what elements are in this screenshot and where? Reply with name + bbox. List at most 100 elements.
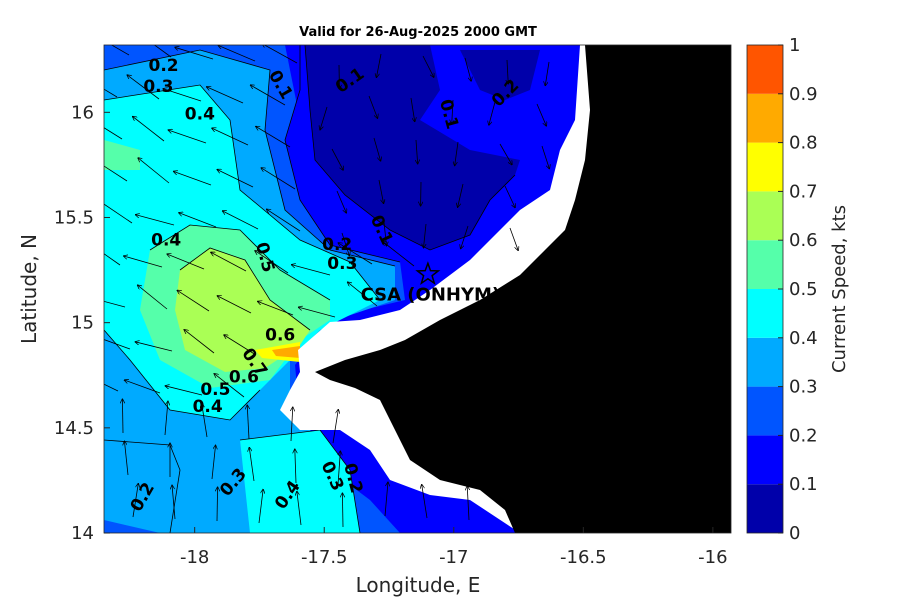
contour-label: 0.3 [143,77,173,97]
colorbar-tick-label: 0.5 [789,279,818,300]
colorbar-segment [747,191,783,241]
current-arrow [214,374,245,398]
colorbar-segment [747,386,783,436]
y-tick-label: 14.5 [54,418,94,439]
current-arrow [206,87,244,104]
current-arrow [124,380,161,394]
y-axis-label: Latitude, N [17,234,41,344]
current-arrow [342,493,343,528]
current-arrow [164,401,168,436]
current-arrow [422,55,434,77]
contour-label: 0.4 [151,231,181,251]
y-tick-label: 14 [71,523,94,544]
current-arrow [124,441,129,476]
colorbar-tick-label: 0.8 [789,133,818,154]
current-arrow [458,183,464,207]
colorbar: 0 0.1 0.2 0.3 0.4 0.5 0.6 0.7 0.8 0.9 1 [746,35,818,544]
current-arrow [384,482,388,517]
current-arrow [110,45,130,56]
current-arrow [104,127,123,140]
colorbar-tick-label: 0.1 [789,474,818,495]
current-arrow [217,487,218,522]
current-arrow [291,265,331,276]
current-arrow [132,483,138,518]
current-arrow [184,330,215,354]
contour-lines [104,45,516,533]
current-arrow [452,99,453,124]
x-tick-label: -17.5 [301,547,348,568]
current-arrow [382,241,415,267]
star-icon [415,261,441,286]
current-arrow [212,128,249,146]
current-arrow [211,445,216,480]
x-axis-label: Longitude, E [356,573,481,597]
x-tick-label: -17 [439,547,468,568]
current-arrow [132,116,165,142]
current-arrow [165,386,203,396]
current-arrow [250,85,286,106]
current-arrow [168,130,207,144]
band-0.6 [175,248,310,372]
colorbar-label: Current Speed, kts [829,205,850,373]
colorbar-tick-label: 1 [789,35,800,56]
current-arrow [138,158,170,184]
current-arrow [173,171,212,186]
contour-label: 0.6 [229,367,259,387]
x-axis: -18 -17.5 -17 -16.5 -16 [180,527,728,568]
current-arrow [224,335,257,356]
current-arrow [179,213,217,228]
current-arrow [163,89,202,102]
contour-label: 0.4 [185,104,215,124]
contour-label: 0.3 [327,254,357,274]
chart-title: Valid for 26-Aug-2025 2000 GMT [299,25,537,40]
current-arrow [266,209,301,232]
current-arrow [347,282,378,307]
current-arrow [373,137,381,161]
colorbar-tick-label: 0.9 [789,84,818,105]
map-area: 0.20.30.40.1 0.10.10.20.10.20.30.4 0.50.60… [104,45,731,533]
current-arrow [122,399,123,434]
colorbar-segment [747,337,783,387]
colorbar-segment [747,435,783,485]
current-arrow [507,59,508,84]
current-arrow [337,451,340,486]
colorbar-tick-label: 0 [789,523,800,544]
band-0.0 [305,45,520,250]
current-arrow [338,243,373,265]
current-vectors [104,45,550,528]
colorbar-tick-label: 0.6 [789,230,818,251]
current-arrow [104,300,126,308]
y-tick-label: 15 [71,313,94,334]
current-arrow [247,405,249,440]
land [315,45,731,533]
colorbar-tick-label: 0.7 [789,181,818,202]
colorbar-segment [747,93,783,143]
current-arrow [256,126,291,148]
current-arrow [175,47,214,60]
colorbar-tick-label: 0.2 [789,425,818,446]
current-arrow [467,486,469,521]
current-arrow [104,253,121,266]
contour-label: 0.4 [193,397,223,417]
current-arrow [499,143,512,165]
x-tick-label: -16 [698,547,727,568]
current-arrow [127,75,160,100]
current-arrow [295,449,296,484]
colorbar-segment [747,484,783,533]
current-arrow [291,407,293,442]
current-arrow [104,383,119,392]
band-0.8 [272,346,300,358]
current-arrow [331,148,343,170]
current-arrow [336,190,346,213]
x-tick-label: -16.5 [560,547,607,568]
current-arrow [124,256,163,268]
current-arrow [262,45,298,64]
colorbar-tick-label: 0.3 [789,377,818,398]
y-axis: 14 14.5 15 15.5 16 [54,102,110,544]
current-arrow [217,296,252,314]
site-label: CSA (ONHYM) PPL EE [361,284,576,305]
colorbar-segment [747,45,783,94]
colorbar-segment [747,240,783,289]
current-arrow [410,97,415,122]
current-arrow [258,489,263,524]
